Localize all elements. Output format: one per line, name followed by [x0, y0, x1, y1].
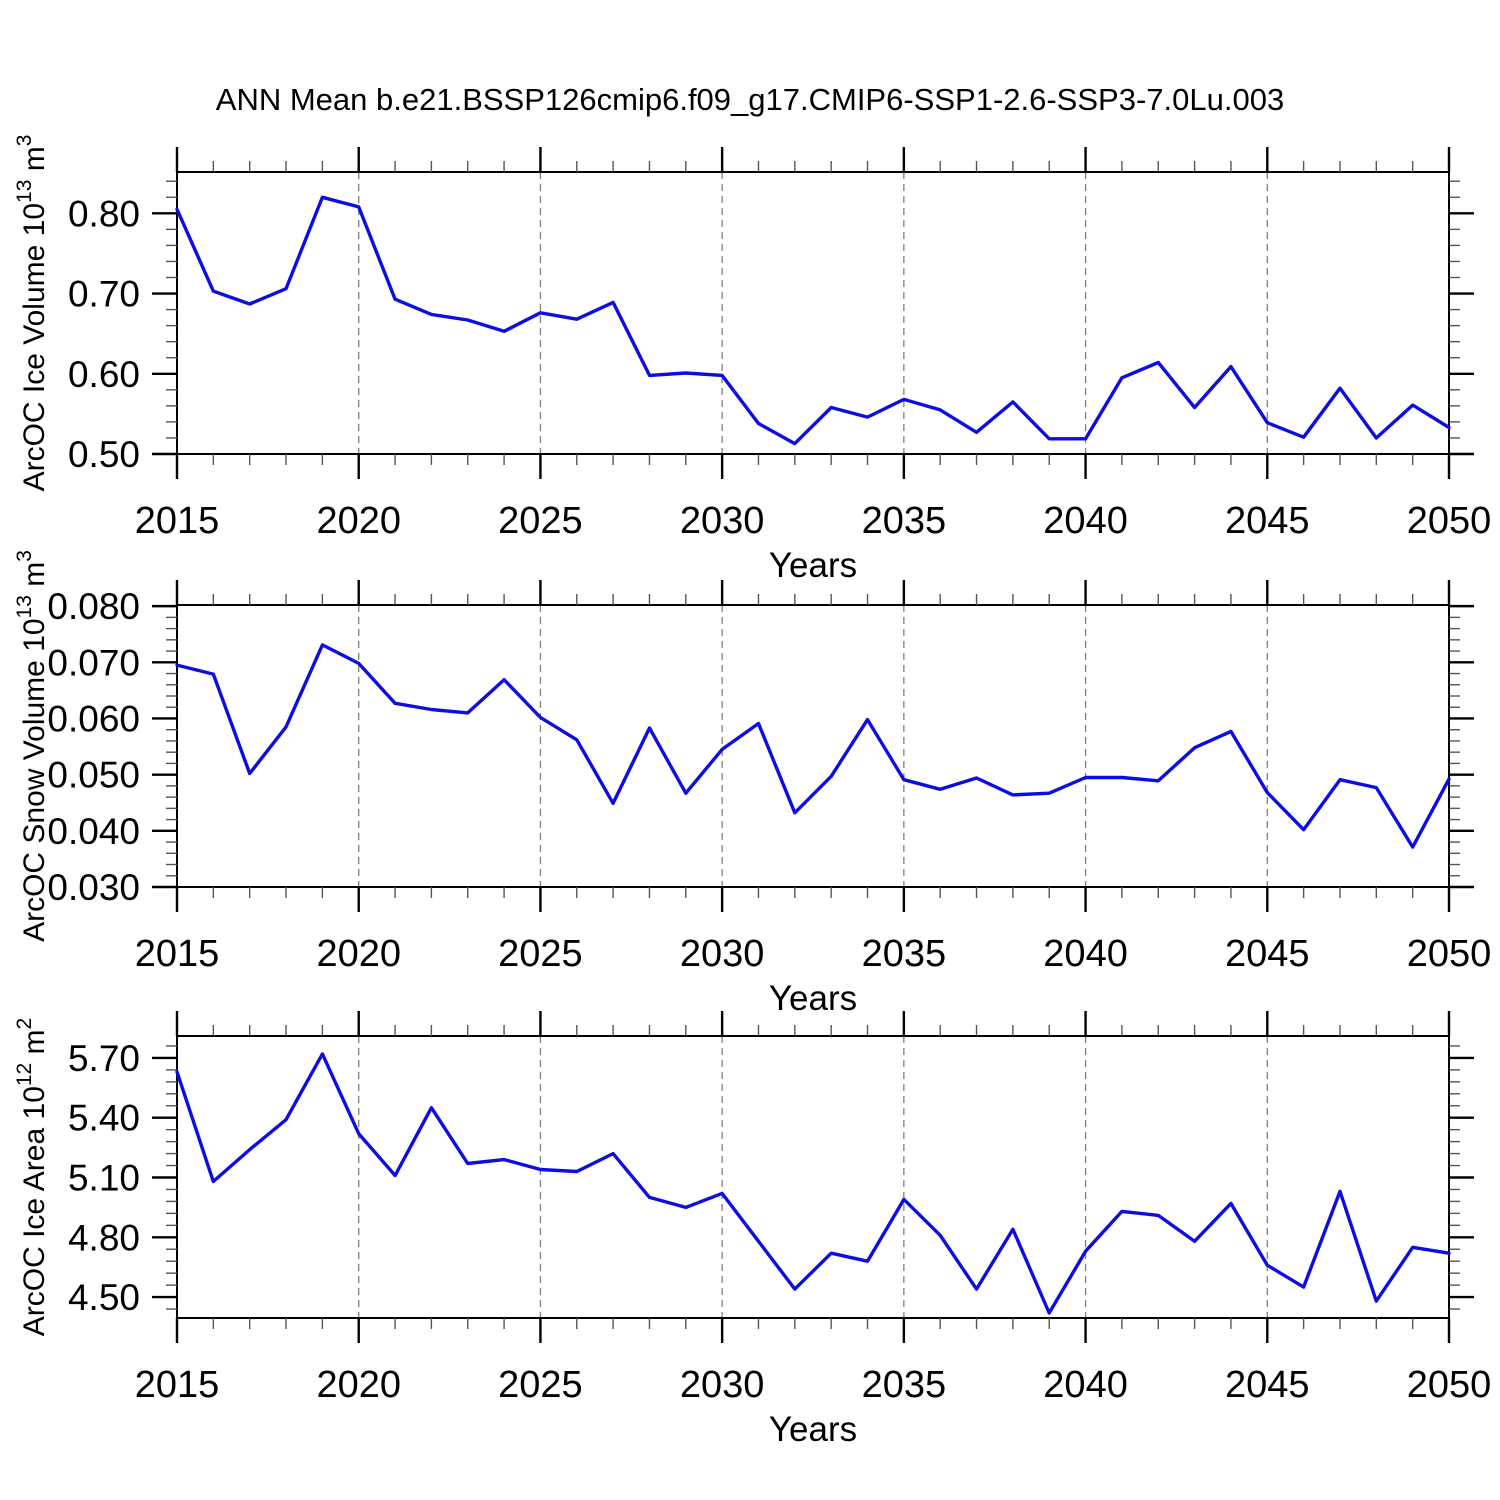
x-tick-label: 2045	[1225, 1364, 1310, 1406]
x-tick-label: 2040	[1043, 933, 1128, 975]
y-tick-label: 4.80	[68, 1217, 140, 1258]
y-tick-label: 4.50	[68, 1277, 140, 1318]
x-tick-label: 2040	[1043, 500, 1128, 542]
y-tick-label: 5.40	[68, 1098, 140, 1139]
x-tick-label: 2045	[1225, 500, 1310, 542]
y-tick-label: 0.50	[68, 434, 140, 475]
y-tick-label: 0.060	[47, 698, 140, 739]
x-tick-label: 2035	[862, 1364, 947, 1406]
y-axis-title: ArcOC Snow Volume 1013 m3	[13, 550, 51, 942]
x-tick-label: 2020	[316, 1364, 401, 1406]
x-tick-label: 2015	[135, 933, 220, 975]
y-tick-label: 0.040	[47, 811, 140, 852]
x-tick-label: 2025	[498, 500, 583, 542]
y-tick-label: 0.030	[47, 867, 140, 908]
plot-frame	[176, 1035, 1450, 1319]
x-tick-label: 2015	[135, 1364, 220, 1406]
x-tick-label: 2030	[680, 1364, 765, 1406]
panel-2: 2015 2020 2025 2030 2035 2040 2045 2050 Years 0.0…	[13, 550, 1491, 1018]
x-tick-label: 2030	[680, 500, 765, 542]
data-line-3	[175, 1052, 1451, 1315]
panel-1: 2015 2020 2025 2030 2035 2040 2045 2050 Years 0.5…	[13, 135, 1491, 585]
x-tick-label: 2035	[862, 933, 947, 975]
x-tick-label: 2035	[862, 500, 947, 542]
y-tick-label: 0.80	[68, 193, 140, 234]
chart-title: ANN Mean b.e21.BSSP126cmip6.f09_g17.CMIP…	[215, 82, 1285, 117]
y-tick-label: 0.70	[68, 274, 140, 315]
y-tick-label: 5.10	[68, 1157, 140, 1198]
y-tick-label: 0.070	[47, 642, 140, 683]
y-axis-title: ArcOC Ice Area 1012 m2	[13, 1018, 51, 1336]
x-tick-label: 2020	[316, 933, 401, 975]
x-axis-title: Years	[769, 1410, 857, 1449]
y-tick-label: 5.70	[68, 1038, 140, 1079]
y-axis-title: ArcOC Ice Volume 1013 m3	[13, 135, 51, 492]
y-tick-label: 0.050	[47, 755, 140, 796]
data-line-2	[175, 643, 1451, 849]
data-line-1	[175, 195, 1451, 446]
x-tick-label: 2025	[498, 1364, 583, 1406]
x-axis-title: Years	[769, 546, 857, 585]
plot-frame	[176, 604, 1450, 888]
y-tick-label: 0.60	[68, 354, 140, 395]
y-tick-label: 0.080	[47, 586, 140, 627]
x-tick-label: 2025	[498, 933, 583, 975]
x-tick-label: 2050	[1407, 500, 1492, 542]
x-tick-label: 2015	[135, 500, 220, 542]
x-tick-label: 2030	[680, 933, 765, 975]
x-tick-label: 2050	[1407, 1364, 1492, 1406]
plot-frame	[176, 171, 1450, 455]
x-tick-label: 2040	[1043, 1364, 1128, 1406]
x-tick-label: 2050	[1407, 933, 1492, 975]
panel-3: 2015 2020 2025 2030 2035 2040 2045 2050 Years 4.5…	[13, 1011, 1491, 1449]
x-tick-label: 2045	[1225, 933, 1310, 975]
x-tick-label: 2020	[316, 500, 401, 542]
x-axis-title: Years	[769, 979, 857, 1018]
